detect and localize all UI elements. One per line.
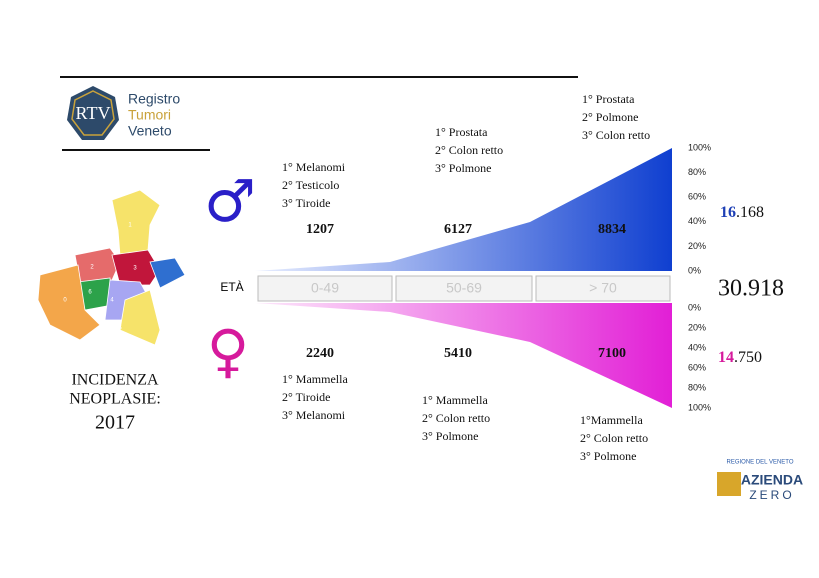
- site: 1° Mammella: [282, 372, 348, 386]
- footer-line: ZERO: [749, 488, 794, 502]
- scale-label: 100%: [688, 402, 711, 412]
- map-label: 3: [133, 266, 137, 272]
- scale-label: 80%: [688, 382, 706, 392]
- footer-logo: REGIONE DEL VENETO AZIENDA ZERO: [717, 460, 803, 502]
- site: 2° Tiroide: [282, 390, 330, 404]
- count: 1207: [306, 222, 334, 237]
- scale-label: 20%: [688, 241, 706, 251]
- site: 1° Prostata: [435, 125, 488, 139]
- site: 3° Tiroide: [282, 196, 330, 210]
- map-label: 1: [128, 223, 132, 229]
- scale-label: 20%: [688, 322, 706, 332]
- title-line: NEOPLASIE:: [69, 391, 161, 408]
- site: 2° Colon retto: [580, 431, 648, 445]
- site: 2° Colon retto: [435, 143, 503, 157]
- site: 2° Testicolo: [282, 178, 339, 192]
- count: 6127: [444, 222, 472, 237]
- grand-total: 30.918: [718, 276, 784, 302]
- logo: RTV Registro Tumori Veneto: [67, 86, 180, 140]
- male-funnel: [255, 148, 672, 271]
- logo-text: Veneto: [128, 123, 172, 139]
- scale-label: 80%: [688, 167, 706, 177]
- scale-label: 60%: [688, 192, 706, 202]
- female-symbol: ♀: [207, 317, 249, 385]
- site: 3° Melanomi: [282, 408, 346, 422]
- scale-label: 60%: [688, 362, 706, 372]
- site: 3° Polmone: [435, 161, 491, 175]
- site: 1°Mammella: [580, 413, 643, 427]
- age-group: > 70: [589, 280, 617, 296]
- scale-label: 40%: [688, 216, 706, 226]
- site: 3° Polmone: [580, 449, 636, 463]
- logo-text: Tumori: [128, 107, 171, 123]
- title-year: 2017: [95, 412, 135, 434]
- age-group: 50-69: [446, 280, 482, 296]
- female-total: 14.750: [718, 349, 762, 366]
- site: 1° Melanomi: [282, 160, 346, 174]
- footer-top: REGIONE DEL VENETO: [726, 460, 793, 466]
- site: 2° Polmone: [582, 110, 638, 124]
- age-box: [535, 275, 671, 302]
- site: 2° Colon retto: [422, 411, 490, 425]
- map-label: 2: [90, 265, 94, 271]
- map: 1 2 3 6 4 5 0: [37, 189, 186, 346]
- age-label: ETÀ: [220, 279, 243, 294]
- male-total: 16.168: [720, 204, 764, 221]
- count: 2240: [306, 346, 334, 361]
- count: 5410: [444, 346, 472, 361]
- map-label: 4: [110, 298, 114, 304]
- scale-label: 0%: [688, 302, 701, 312]
- scale-label: 0%: [688, 265, 701, 275]
- scale-label: 100%: [688, 142, 711, 152]
- map-label: 0: [63, 298, 67, 304]
- map-label: 6: [88, 290, 92, 296]
- scale-label: 40%: [688, 342, 706, 352]
- age-box: [395, 275, 533, 302]
- footer-line: AZIENDA: [741, 472, 803, 488]
- female-funnel: [255, 303, 672, 408]
- male-symbol: ♂: [204, 167, 256, 235]
- site: 3° Polmone: [422, 429, 478, 443]
- count: 7100: [598, 346, 626, 361]
- title-line: INCIDENZA: [71, 372, 159, 389]
- age-group: 0-49: [311, 280, 339, 296]
- site: 1° Mammella: [422, 393, 488, 407]
- logo-monogram: RTV: [76, 103, 111, 123]
- count: 8834: [598, 222, 626, 237]
- map-label: 5: [118, 326, 122, 332]
- site: 1° Prostata: [582, 92, 635, 106]
- age-box: [257, 275, 393, 302]
- site: 3° Colon retto: [582, 128, 650, 142]
- logo-text: Registro: [128, 91, 180, 107]
